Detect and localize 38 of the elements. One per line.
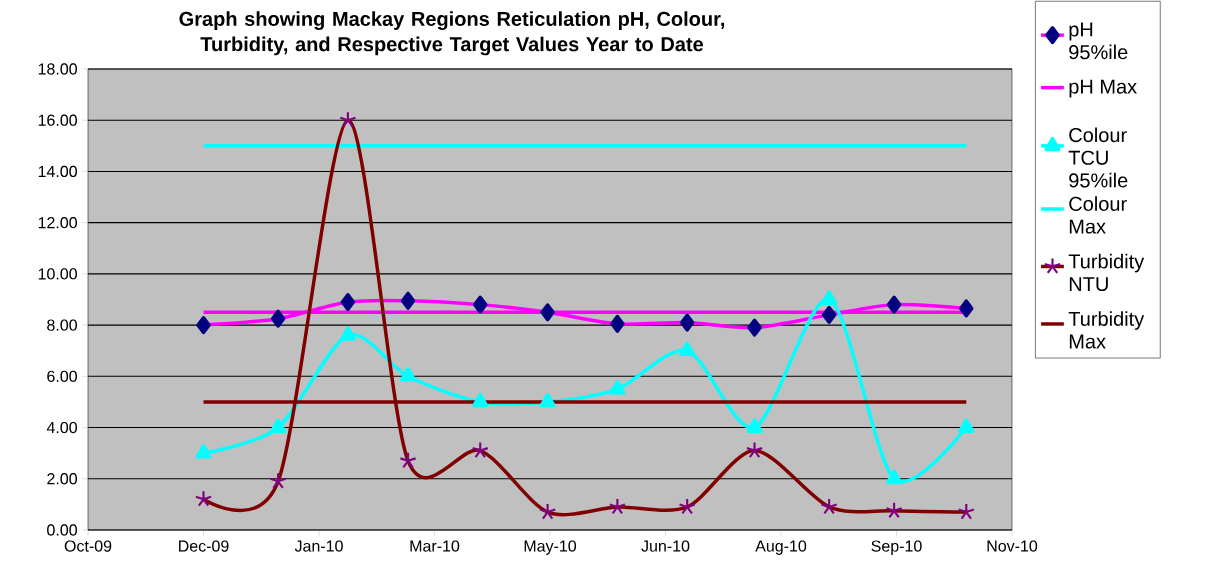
point — [339, 326, 356, 341]
y-tick-label: 10.00 — [38, 268, 77, 280]
legend-label: Turbidity Max — [1068, 311, 1145, 349]
y-tick-label: 2.00 — [47, 473, 77, 485]
x-tick-label: Dec-09 — [179, 540, 229, 552]
y-tick-label: 0.00 — [47, 524, 77, 536]
x-tick-label: Jun-10 — [641, 540, 690, 552]
legend-label: Colour TCU 95%ile — [1068, 127, 1128, 188]
point — [539, 392, 556, 408]
point — [958, 418, 975, 433]
point — [886, 469, 903, 485]
y-tick-label: 18.00 — [38, 63, 77, 75]
x-tick-label: Sep-10 — [871, 540, 922, 555]
point — [195, 444, 212, 459]
legend-label: pH 95%ile — [1069, 22, 1128, 60]
point — [679, 341, 696, 357]
y-tick-label: 14.00 — [38, 165, 77, 178]
point — [270, 418, 287, 433]
y-tick-label: 8.00 — [47, 319, 77, 331]
y-tick-label: 4.00 — [46, 421, 77, 434]
x-tick-label: Jan-10 — [294, 540, 343, 552]
y-tick-label: 12.00 — [38, 217, 77, 229]
legend-label: Turbidity NTU — [1068, 253, 1145, 292]
y-tick-label: 16.00 — [38, 114, 77, 126]
legend-label: Colour Max — [1069, 196, 1127, 234]
chart-title: Graph showing Mackay Regions Reticulation pH, Colour, Turbidity, and Respective Target Values Year to Date — [179, 11, 725, 56]
y-tick-label: 6.00 — [47, 370, 77, 382]
point — [472, 392, 489, 408]
x-tick-label: Nov-10 — [987, 540, 1038, 552]
legend-label: pH Max — [1069, 79, 1137, 98]
point — [399, 367, 417, 382]
x-tick-label: Mar-10 — [410, 540, 460, 552]
x-tick-label: Aug-10 — [755, 540, 807, 555]
x-tick-label: Oct-09 — [64, 540, 112, 552]
point — [746, 418, 763, 433]
point — [609, 380, 626, 395]
x-tick-label: May-10 — [524, 540, 577, 555]
point — [821, 290, 838, 305]
